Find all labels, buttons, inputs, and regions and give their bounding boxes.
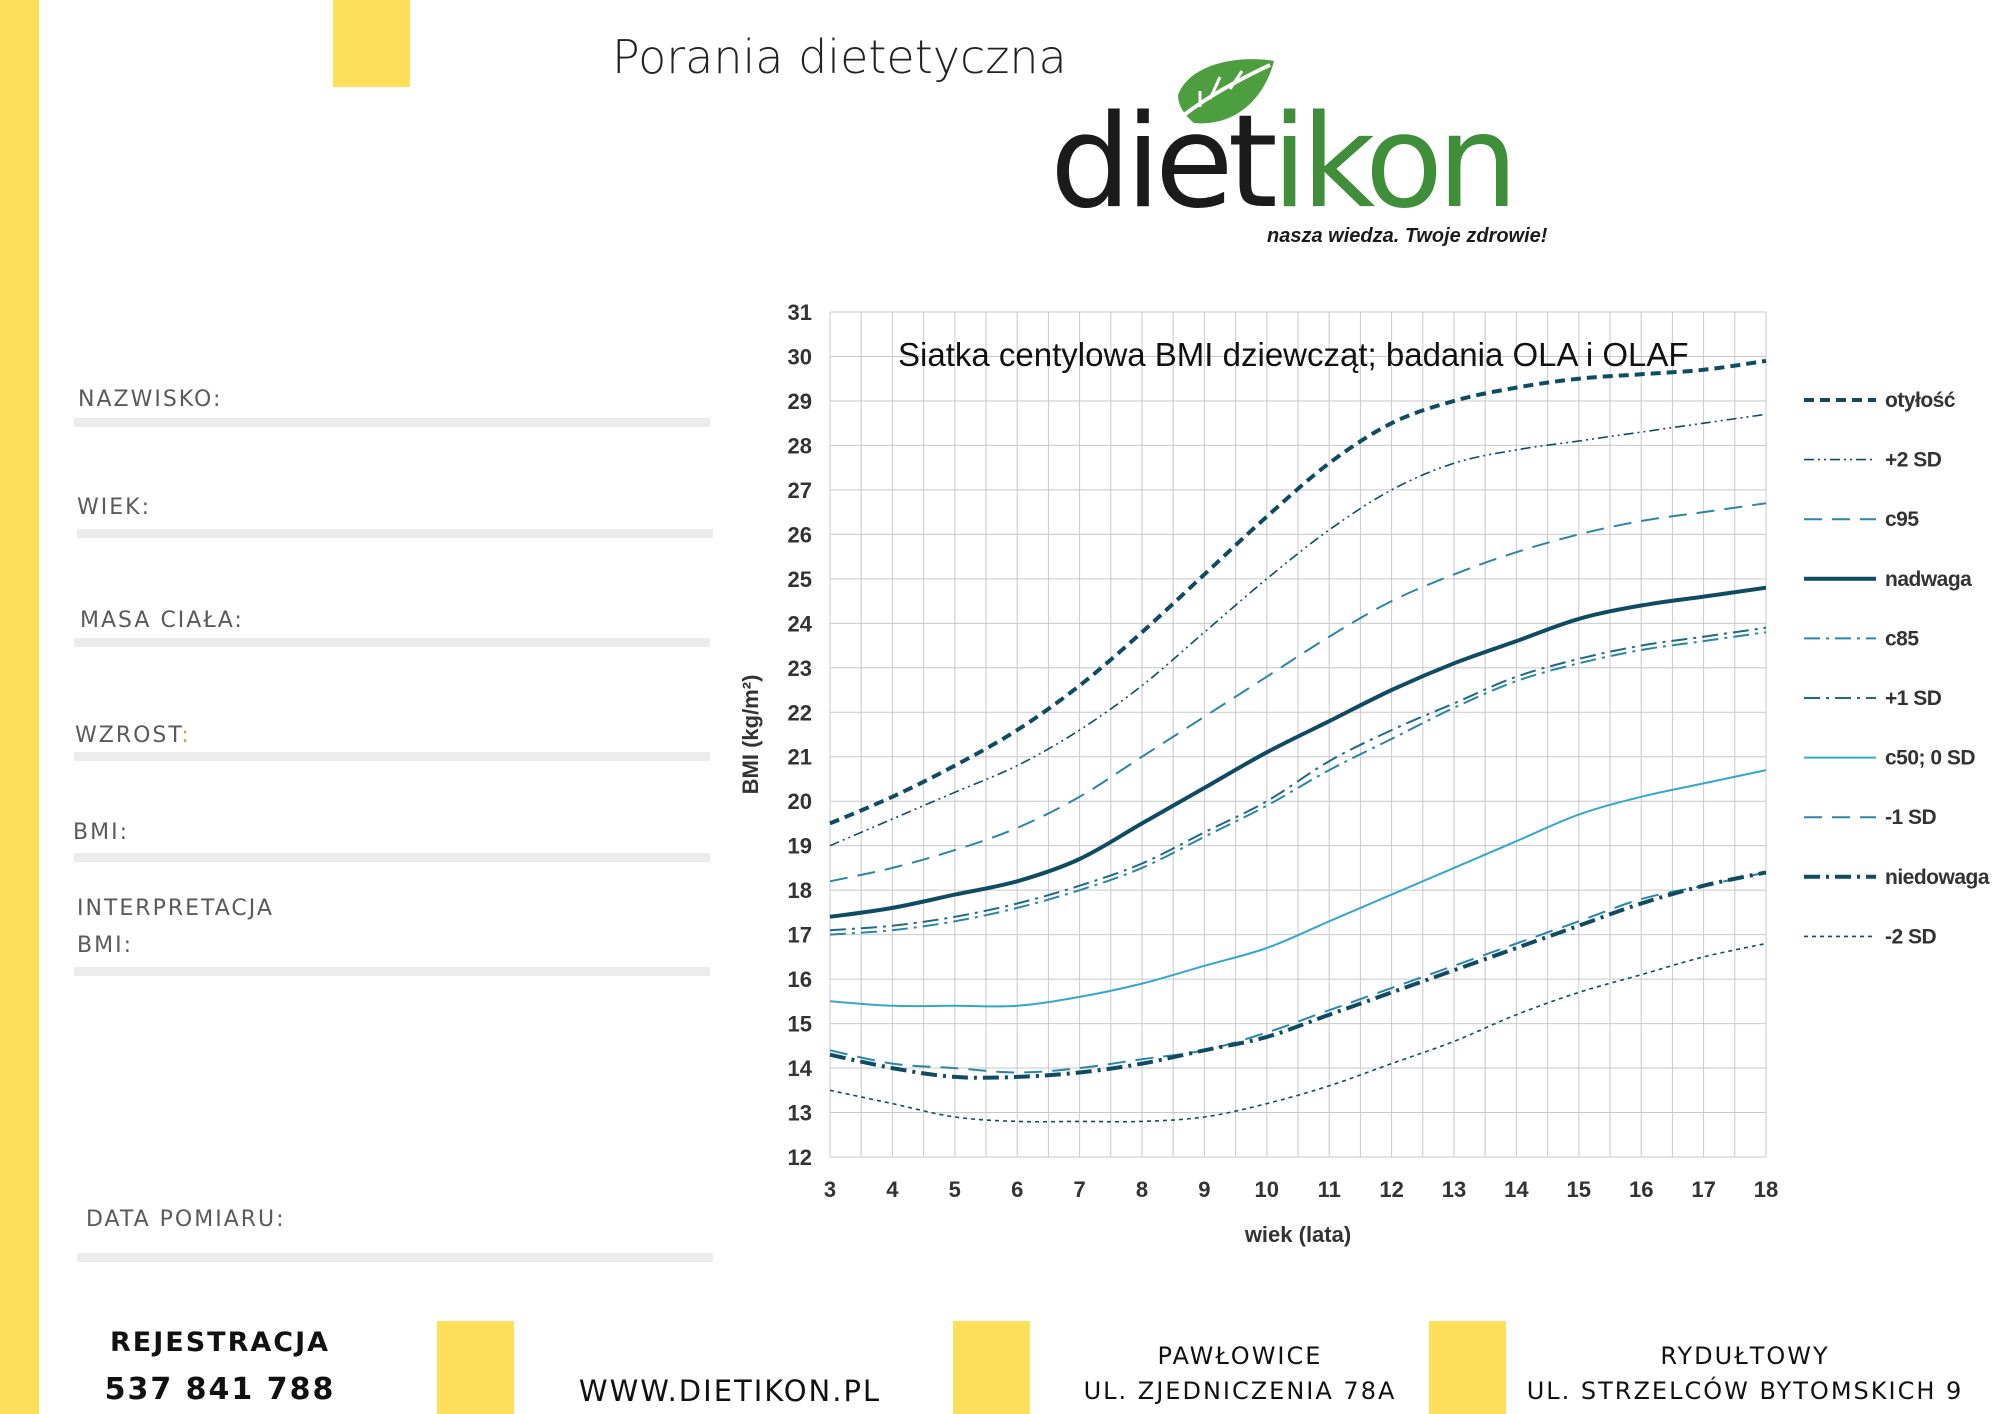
x-axis-label: wiek (lata) xyxy=(1244,1222,1351,1247)
y-tick-label: 28 xyxy=(788,433,812,458)
legend-label: +2 SD xyxy=(1885,449,1942,472)
nazwisko-label: NAZWISKO: xyxy=(78,387,223,412)
x-tick-label: 16 xyxy=(1629,1177,1653,1202)
phone-number[interactable]: 537 841 788 xyxy=(104,1372,336,1407)
series-line-4 xyxy=(829,631,1767,936)
legend-label: niedowaga xyxy=(1885,866,1990,889)
data-pomiaru-label: DATA POMIARU: xyxy=(86,1207,286,1232)
yellow-accent-square xyxy=(1429,1321,1506,1414)
x-tick-label: 5 xyxy=(949,1177,961,1202)
y-tick-label: 12 xyxy=(788,1145,812,1170)
series-line-0 xyxy=(829,358,1767,826)
interpretacja-field[interactable] xyxy=(74,967,710,976)
y-tick-label: 21 xyxy=(788,745,812,770)
x-tick-label: 3 xyxy=(824,1177,836,1202)
series-line-1 xyxy=(829,413,1767,847)
x-tick-label: 17 xyxy=(1691,1177,1715,1202)
y-tick-label: 18 xyxy=(788,878,812,903)
series-line-2 xyxy=(829,502,1767,883)
series-line-7 xyxy=(829,871,1767,1074)
x-tick-label: 12 xyxy=(1379,1177,1403,1202)
y-tick-label: 22 xyxy=(788,700,812,725)
location2-city: RYDUŁTOWY xyxy=(1660,1342,1830,1370)
chart-title: Siatka centylowa BMI dziewcząt; badania … xyxy=(898,336,1689,373)
registration-label: REJESTRACJA xyxy=(109,1327,331,1358)
legend-label: c50; 0 SD xyxy=(1885,747,1975,770)
legend-label: otyłość xyxy=(1885,389,1956,412)
x-tick-label: 7 xyxy=(1073,1177,1085,1202)
logo-text-diet: diet xyxy=(1050,88,1278,237)
wzrost-label: WZROST: xyxy=(75,723,191,748)
legend-label: c85 xyxy=(1885,627,1919,650)
masa-ciala-label: MASA CIAŁA: xyxy=(80,608,244,633)
interpretacja-label: INTERPRETACJA xyxy=(77,896,274,921)
x-tick-label: 14 xyxy=(1504,1177,1529,1202)
wiek-field[interactable] xyxy=(77,529,713,538)
bmi-label: BMI: xyxy=(73,820,129,845)
interpretacja-bmi-label: BMI: xyxy=(77,933,133,958)
y-tick-label: 13 xyxy=(788,1101,812,1126)
logo-tagline: nasza wiedza. Twoje zdrowie! xyxy=(1267,225,1548,247)
yellow-accent-stripe xyxy=(0,0,39,1414)
yellow-accent-square xyxy=(333,0,410,87)
x-tick-label: 9 xyxy=(1198,1177,1210,1202)
x-tick-label: 8 xyxy=(1136,1177,1148,1202)
y-tick-label: 17 xyxy=(788,923,812,948)
wzrost-label-text: WZROST xyxy=(75,723,182,748)
x-tick-label: 10 xyxy=(1255,1177,1279,1202)
dietikon-logo: dietikon nasza wiedza. Twoje zdrowie! xyxy=(1050,55,1590,255)
yellow-accent-square xyxy=(437,1321,514,1414)
leaf-icon xyxy=(1178,59,1274,124)
bmi-percentile-chart: 3 4 5 6 7 8 9 10 11 12 13 14 15 16 17 18 12 13 14 15 16 17 18 1… xyxy=(738,300,1990,1247)
location1-street: UL. ZJEDNICZENIA 78A xyxy=(1083,1377,1397,1405)
y-tick-label: 31 xyxy=(788,300,812,325)
y-tick-label: 24 xyxy=(788,611,813,636)
series-line-5 xyxy=(829,626,1767,932)
legend-label: c95 xyxy=(1885,508,1919,531)
legend-label: -2 SD xyxy=(1885,925,1937,948)
series-line-6 xyxy=(829,769,1767,1008)
legend-label: -1 SD xyxy=(1885,806,1937,829)
y-axis-label: BMI (kg/m²) xyxy=(738,675,763,795)
data-pomiaru-field[interactable] xyxy=(77,1253,713,1262)
bmi-field[interactable] xyxy=(74,853,710,862)
y-tick-label: 19 xyxy=(788,834,812,859)
y-tick-label: 25 xyxy=(788,567,812,592)
x-tick-label: 13 xyxy=(1442,1177,1466,1202)
yellow-accent-square xyxy=(953,1321,1030,1414)
page-title: Porania dietetyczna xyxy=(612,30,1067,84)
y-tick-label: 16 xyxy=(788,967,812,992)
x-tick-label: 6 xyxy=(1011,1177,1023,1202)
location2-street: UL. STRZELCÓW BYTOMSKICH 9 xyxy=(1526,1377,1964,1405)
x-tick-label: 18 xyxy=(1754,1177,1778,1202)
y-tick-label: 20 xyxy=(788,789,812,814)
y-tick-label: 30 xyxy=(788,344,812,369)
x-tick-label: 4 xyxy=(886,1177,899,1202)
y-tick-label: 23 xyxy=(788,656,812,681)
series-line-3 xyxy=(829,585,1767,919)
y-tick-label: 27 xyxy=(788,478,812,503)
wzrost-field[interactable] xyxy=(74,752,710,761)
legend-label: nadwaga xyxy=(1885,568,1972,591)
masa-ciala-field[interactable] xyxy=(74,638,710,647)
y-tick-label: 15 xyxy=(788,1012,812,1037)
y-tick-label: 14 xyxy=(788,1056,813,1081)
x-tick-label: 15 xyxy=(1567,1177,1591,1202)
series-line-8 xyxy=(829,870,1767,1080)
logo-text-ikon: ikon xyxy=(1271,88,1519,237)
wiek-label: WIEK: xyxy=(77,495,151,520)
location1-city: PAWŁOWICE xyxy=(1157,1342,1323,1370)
nazwisko-field[interactable] xyxy=(74,418,710,427)
series-line-9 xyxy=(829,942,1767,1123)
y-tick-label: 29 xyxy=(788,389,812,414)
y-tick-label: 26 xyxy=(788,522,812,547)
legend-label: +1 SD xyxy=(1885,687,1942,710)
wzrost-label-colon: : xyxy=(181,723,191,748)
website-link[interactable]: WWW.DIETIKON.PL xyxy=(578,1374,882,1408)
x-tick-label: 11 xyxy=(1318,1177,1341,1202)
